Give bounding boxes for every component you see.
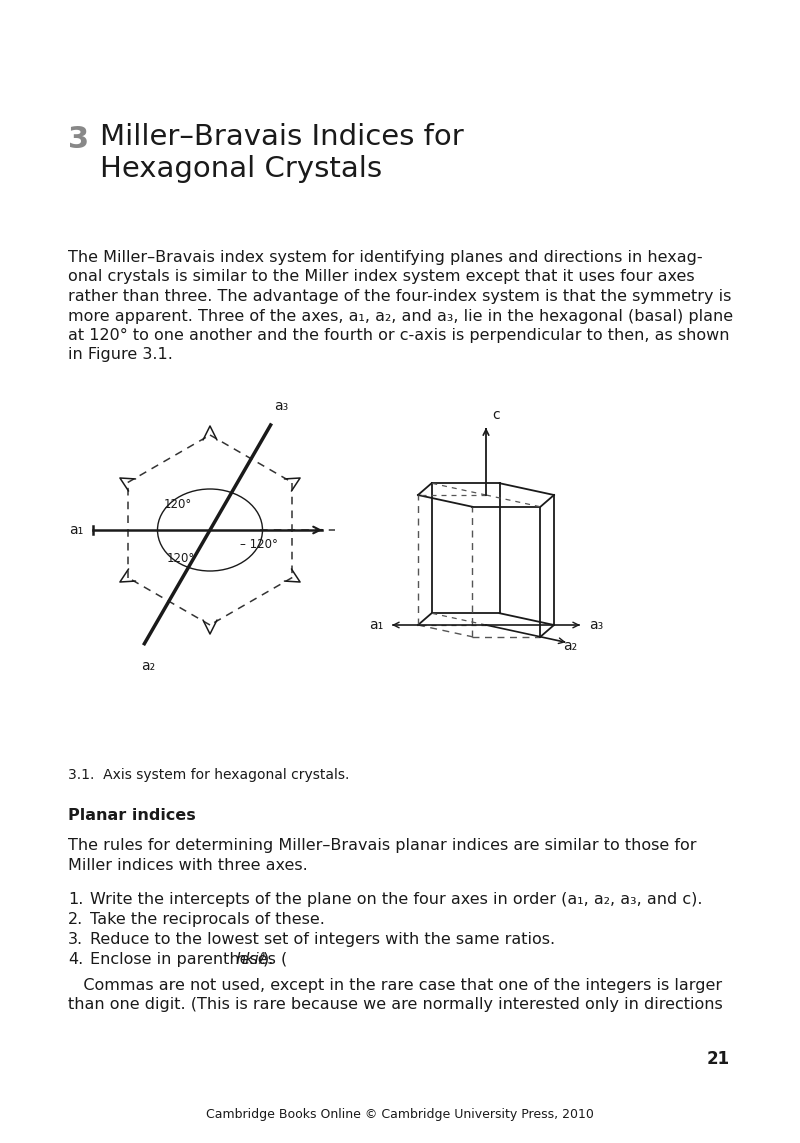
Text: 3.: 3.	[68, 932, 83, 948]
Text: The Miller–Bravais index system for identifying planes and directions in hexag-: The Miller–Bravais index system for iden…	[68, 250, 702, 265]
Text: 3.1.  Axis system for hexagonal crystals.: 3.1. Axis system for hexagonal crystals.	[68, 768, 350, 782]
Text: Reduce to the lowest set of integers with the same ratios.: Reduce to the lowest set of integers wit…	[90, 932, 555, 948]
Text: Planar indices: Planar indices	[68, 808, 196, 823]
Text: in Figure 3.1.: in Figure 3.1.	[68, 347, 173, 362]
Text: Miller indices with three axes.: Miller indices with three axes.	[68, 858, 308, 873]
Text: – 120°: – 120°	[240, 538, 278, 551]
Text: rather than three. The advantage of the four-index system is that the symmetry i: rather than three. The advantage of the …	[68, 289, 731, 304]
Text: Miller–Bravais Indices for: Miller–Bravais Indices for	[100, 123, 464, 151]
Text: 4.: 4.	[68, 952, 83, 967]
Text: onal crystals is similar to the Miller index system except that it uses four axe: onal crystals is similar to the Miller i…	[68, 270, 694, 285]
Text: Enclose in parentheses (: Enclose in parentheses (	[90, 952, 287, 967]
Text: a₁: a₁	[369, 618, 383, 632]
Text: The rules for determining Miller–Bravais planar indices are similar to those for: The rules for determining Miller–Bravais…	[68, 838, 697, 853]
Text: Take the reciprocals of these.: Take the reciprocals of these.	[90, 912, 325, 927]
Text: 3: 3	[68, 125, 89, 154]
Text: c: c	[492, 408, 500, 422]
Text: ).: ).	[263, 952, 274, 967]
Text: Write the intercepts of the plane on the four axes in order (a₁, a₂, a₃, and c).: Write the intercepts of the plane on the…	[90, 892, 702, 908]
Text: 120°: 120°	[166, 552, 195, 565]
Text: 2.: 2.	[68, 912, 83, 927]
Text: a₂: a₂	[562, 639, 577, 653]
Text: Hexagonal Crystals: Hexagonal Crystals	[100, 155, 382, 183]
Text: Commas are not used, except in the rare case that one of the integers is larger: Commas are not used, except in the rare …	[68, 978, 722, 993]
Text: 120°: 120°	[164, 498, 192, 512]
Text: more apparent. Three of the axes, a₁, a₂, and a₃, lie in the hexagonal (basal) p: more apparent. Three of the axes, a₁, a₂…	[68, 309, 733, 323]
Text: at 120° to one another and the fourth or c-axis is perpendicular to then, as sho: at 120° to one another and the fourth or…	[68, 328, 730, 343]
Text: 1.: 1.	[68, 892, 83, 908]
Text: a₂: a₂	[142, 660, 155, 673]
Text: than one digit. (This is rare because we are normally interested only in directi: than one digit. (This is rare because we…	[68, 998, 722, 1013]
Text: hkiℓ: hkiℓ	[235, 952, 266, 967]
Text: 21: 21	[707, 1050, 730, 1068]
Text: a₃: a₃	[589, 618, 603, 632]
Text: Cambridge Books Online © Cambridge University Press, 2010: Cambridge Books Online © Cambridge Unive…	[206, 1108, 594, 1121]
Text: a₃: a₃	[274, 400, 289, 414]
Text: a₁: a₁	[69, 523, 83, 537]
